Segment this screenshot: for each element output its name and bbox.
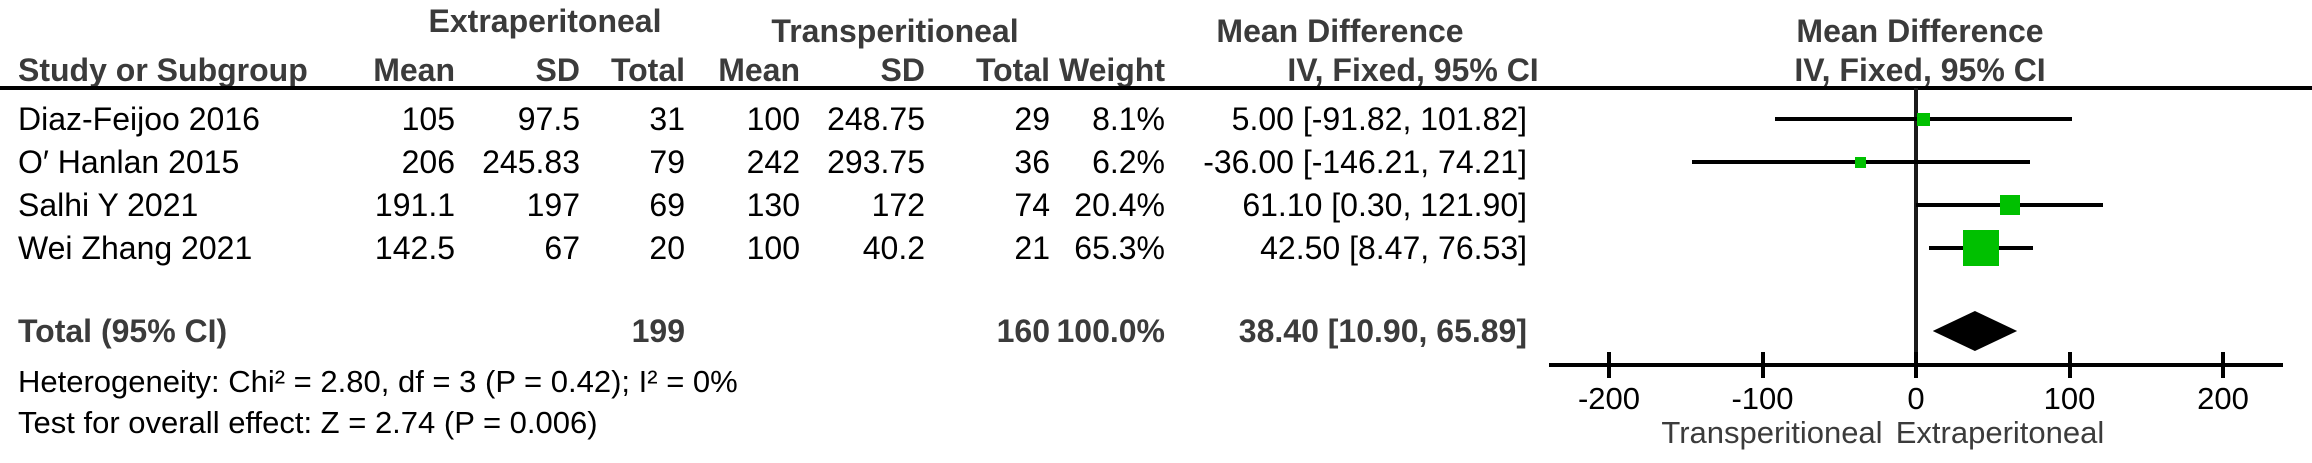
weight-value: 6.2% — [1092, 144, 1165, 180]
col-header-mean1: Mean — [373, 52, 455, 88]
sd1-value: 245.83 — [482, 144, 580, 180]
effect-square — [1999, 195, 2020, 215]
axis-left-label: Transperitioneal — [1661, 415, 1883, 450]
zero-effect-line — [1914, 88, 1918, 367]
total-ci: 38.40 [10.90, 65.89] — [1238, 313, 1527, 349]
sd1-value: 67 — [544, 230, 580, 266]
mean1-value: 105 — [401, 101, 455, 137]
sd2-value: 293.75 — [827, 144, 925, 180]
total1-value: 31 — [649, 101, 685, 137]
axis-tick-label: -200 — [1577, 381, 1641, 416]
axis-tick — [2221, 352, 2225, 378]
total1-value: 20 — [649, 230, 685, 266]
mean2-value: 100 — [746, 230, 800, 266]
axis-tick — [2067, 352, 2072, 378]
axis-tick — [1607, 352, 1611, 378]
axis-tick-label: 0 — [1907, 381, 1925, 416]
mean1-value: 191.1 — [374, 187, 455, 223]
axis-tick-label: -100 — [1731, 381, 1794, 416]
col-header-ci: IV, Fixed, 95% CI — [1287, 52, 1539, 88]
total2-value: 74 — [1014, 187, 1050, 223]
axis-right-label: Extraperitoneal — [1895, 415, 2105, 450]
total2-sum: 160 — [996, 313, 1050, 349]
study-name: Wei Zhang 2021 — [18, 230, 253, 266]
total1-value: 79 — [649, 144, 685, 180]
weight-value: 20.4% — [1074, 187, 1165, 223]
study-name: O′ Hanlan 2015 — [18, 144, 240, 180]
axis-tick-label: 200 — [2197, 381, 2249, 416]
total-weight: 100.0% — [1056, 313, 1165, 349]
sd2-value: 248.75 — [827, 101, 925, 137]
header-rule — [0, 86, 2312, 90]
total2-value: 21 — [1014, 230, 1050, 266]
ci-value: 5.00 [-91.82, 101.82] — [1231, 101, 1527, 137]
sd2-value: 40.2 — [862, 230, 925, 266]
sd1-value: 197 — [526, 187, 580, 223]
mean1-value: 142.5 — [374, 230, 455, 266]
study-name: Salhi Y 2021 — [18, 187, 199, 223]
weight-value: 65.3% — [1074, 230, 1165, 266]
group1-header: Extraperitoneal — [428, 3, 662, 39]
effect-square — [1963, 230, 2000, 266]
ci-value: 61.10 [0.30, 121.90] — [1242, 187, 1527, 223]
col-header-weight: Weight — [1058, 52, 1165, 88]
total1-sum: 199 — [631, 313, 685, 349]
total1-value: 69 — [649, 187, 685, 223]
md-column-title: Mean Difference — [1216, 13, 1464, 49]
axis-tick — [1914, 352, 1918, 378]
ci-value: 42.50 [8.47, 76.53] — [1260, 230, 1527, 266]
effect-square — [1855, 156, 1867, 168]
mean2-value: 100 — [746, 101, 800, 137]
study-name: Diaz-Feijoo 2016 — [18, 101, 260, 137]
effect-square — [1917, 112, 1931, 126]
total-label: Total (95% CI) — [18, 313, 228, 349]
mean1-value: 206 — [401, 144, 455, 180]
overall-effect-line: Test for overall effect: Z = 2.74 (P = 0… — [18, 405, 598, 440]
col-header-study: Study or Subgroup — [18, 52, 308, 88]
sd1-value: 97.5 — [517, 101, 580, 137]
axis-tick — [1760, 352, 1765, 378]
total2-value: 29 — [1014, 101, 1050, 137]
group2-header: Transperitioneal — [771, 13, 1019, 49]
col-header-mean2: Mean — [718, 52, 800, 88]
col-header-total1: Total — [610, 52, 685, 88]
ci-value: -36.00 [-146.21, 74.21] — [1203, 144, 1527, 180]
total2-value: 36 — [1014, 144, 1050, 180]
col-header-sd1: SD — [535, 52, 580, 88]
heterogeneity-line: Heterogeneity: Chi² = 2.80, df = 3 (P = … — [18, 364, 738, 399]
sd2-value: 172 — [871, 187, 925, 223]
mean2-value: 130 — [746, 187, 800, 223]
weight-value: 8.1% — [1092, 101, 1165, 137]
mean2-value: 242 — [746, 144, 800, 180]
col-header-sd2: SD — [880, 52, 925, 88]
plot-subtitle: IV, Fixed, 95% CI — [1794, 52, 2046, 88]
axis-tick-label: 100 — [2043, 381, 2096, 416]
pooled-diamond — [1932, 311, 2018, 351]
col-header-total2: Total — [975, 52, 1050, 88]
plot-title: Mean Difference — [1796, 13, 2044, 49]
